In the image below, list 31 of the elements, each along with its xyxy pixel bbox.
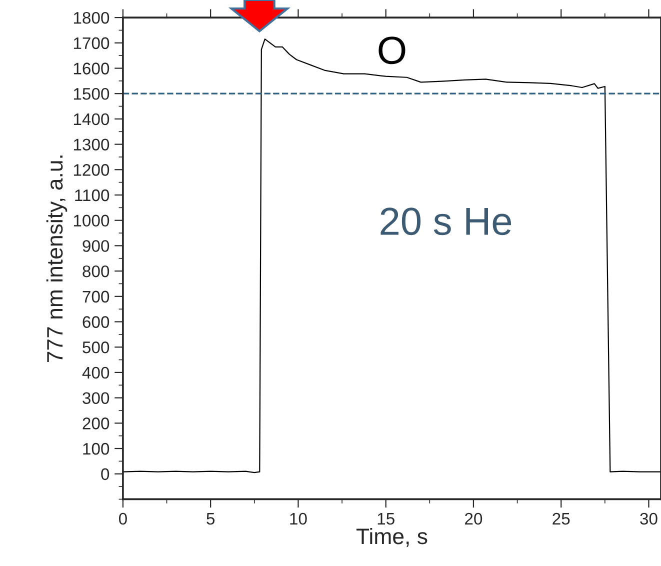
y-tick-label: 800 — [82, 265, 110, 278]
y-tick-label: 1700 — [74, 37, 110, 50]
x-tick-label: 20 — [465, 512, 482, 525]
y-tick-label: 0 — [101, 468, 110, 480]
y-tick-label: 1200 — [74, 164, 110, 176]
y-tick-label: 1600 — [74, 62, 110, 74]
y-tick-label: 1000 — [74, 214, 110, 227]
y-tick-label: 1400 — [74, 113, 110, 126]
y-tick-label: 1800 — [74, 12, 110, 24]
x-tick-label: 5 — [206, 513, 215, 525]
line-series — [122, 38, 661, 474]
x-tick-label: 30 — [640, 512, 658, 525]
y-axis-title: 777 nm intensity, a.u. — [46, 156, 68, 362]
x-tick-label: 10 — [290, 512, 307, 525]
annotation: 20 s He — [380, 208, 512, 236]
x-tick-label: 0 — [118, 512, 127, 525]
y-tick-label: 400 — [82, 366, 110, 379]
y-tick-label: 1500 — [74, 88, 110, 100]
y-tick-label: 700 — [82, 290, 110, 303]
x-tick-label: 25 — [552, 512, 570, 525]
y-tick-label: 200 — [82, 418, 110, 430]
y-tick-label: 1100 — [75, 189, 110, 202]
x-tick-label: 15 — [378, 513, 394, 525]
y-tick-label: 100 — [83, 442, 110, 455]
y-tick-label: 500 — [82, 342, 110, 354]
y-tick-label: 300 — [82, 392, 110, 404]
y-tick-label: 600 — [82, 316, 110, 328]
x-axis-title: Time, s — [356, 528, 428, 547]
y-tick-label: 1300 — [74, 138, 110, 151]
y-tick-label: 900 — [82, 240, 110, 252]
annotation: O — [378, 36, 406, 64]
